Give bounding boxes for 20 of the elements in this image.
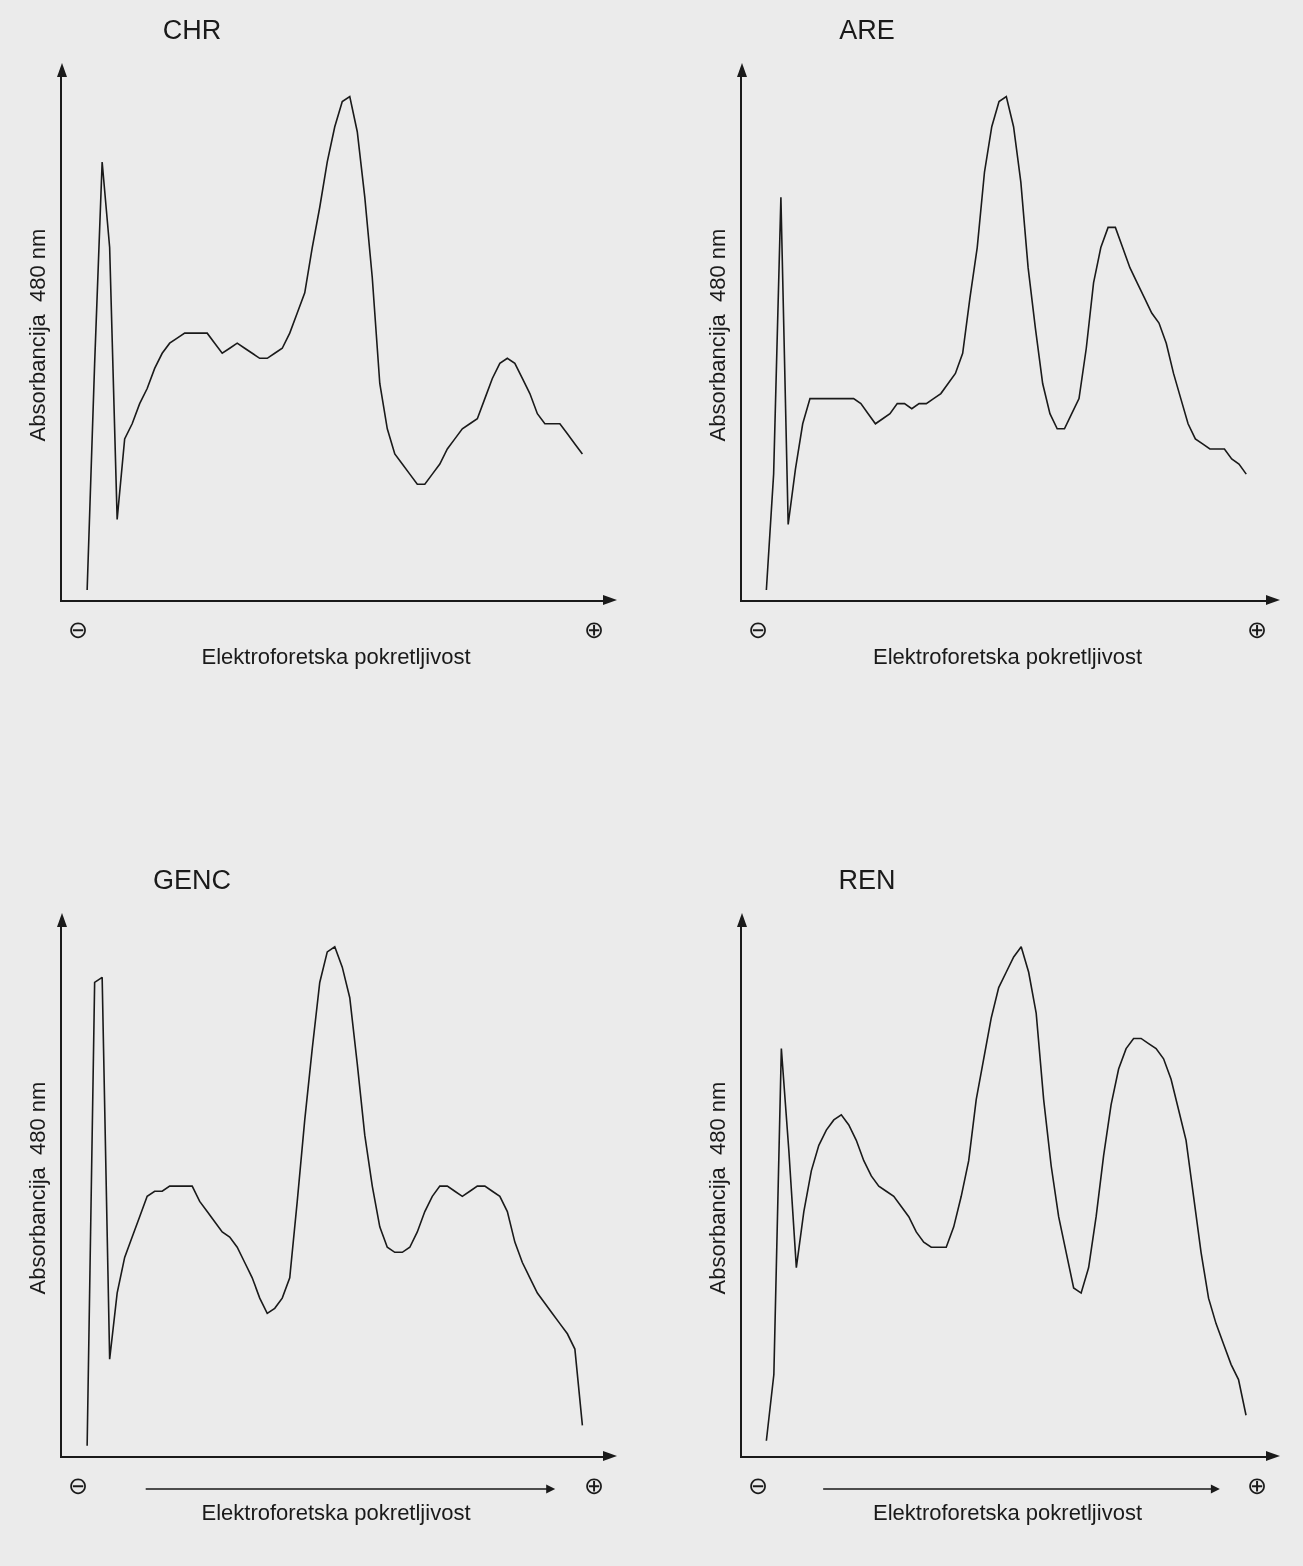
text: ⊕ (584, 1472, 605, 1500)
chart-title: CHR (162, 14, 222, 45)
chart-title: GENC (152, 864, 232, 895)
y-axis-title: Absorbancija 480 nm (705, 228, 731, 442)
x-axis-title: Elektroforetska pokretljivost (873, 1500, 1142, 1526)
x-axis-title: Elektroforetska pokretljivost (201, 1500, 471, 1526)
y-axis-title: Absorbancija 480 nm (25, 228, 51, 442)
text: ⊖ (748, 616, 769, 644)
chart-title: ARE (839, 14, 895, 45)
text: ⊕ (584, 616, 605, 644)
x-axis-title: Elektroforetska pokretljivost (201, 644, 471, 670)
text: ⊕ (1247, 616, 1268, 644)
text: ⊖ (68, 616, 89, 644)
text: ⊖ (748, 1472, 769, 1500)
text: ⊕ (1247, 1472, 1268, 1500)
y-axis-title: Absorbancija 480 nm (705, 1081, 731, 1295)
y-axis-title: Absorbancija 480 nm (25, 1081, 51, 1295)
chart-title: REN (838, 864, 896, 895)
text: ⊖ (68, 1472, 89, 1500)
x-axis-title: Elektroforetska pokretljivost (873, 644, 1142, 670)
